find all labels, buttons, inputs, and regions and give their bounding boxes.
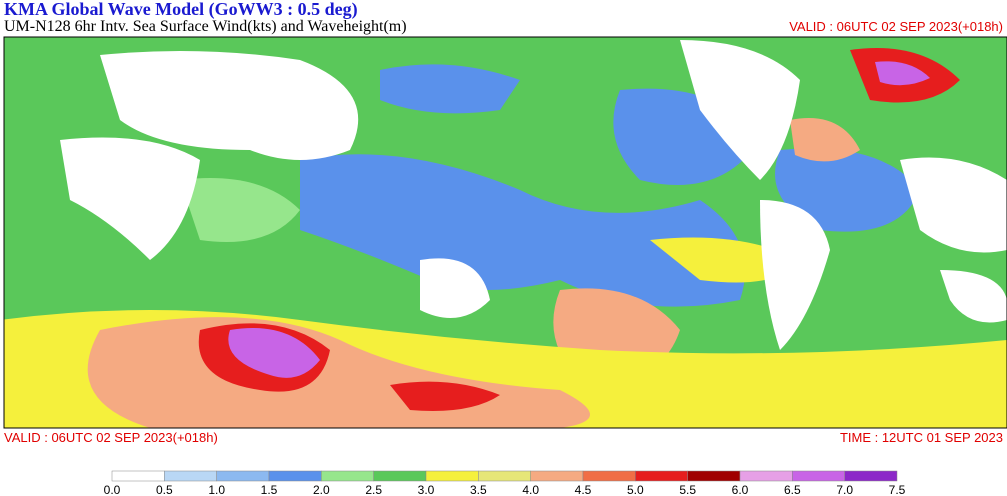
colorbar-label: 2.0	[313, 483, 330, 496]
colorbar-label: 1.0	[208, 483, 225, 496]
colorbar-label: 7.0	[836, 483, 853, 496]
colorbar-box	[373, 470, 427, 482]
colorbar-box	[425, 470, 479, 482]
colorbar-label: 4.0	[522, 483, 539, 496]
colorbar-label: 2.5	[365, 483, 382, 496]
time: TIME : 12UTC 01 SEP 2023	[840, 430, 1003, 445]
colorbar-box	[739, 470, 793, 482]
valid-top: VALID : 06UTC 02 SEP 2023(+018h)	[789, 19, 1003, 34]
colorbar-label: 3.0	[418, 483, 435, 496]
colorbar-box	[530, 470, 584, 482]
colorbar-box	[792, 470, 845, 482]
colorbar-box	[164, 470, 217, 482]
colorbar-label: 0.5	[156, 483, 173, 496]
colorbar-box	[635, 470, 688, 482]
colorbar-label: 7.5	[889, 483, 906, 496]
valid-bottom: VALID : 06UTC 02 SEP 2023(+018h)	[4, 430, 218, 445]
colorbar: 0.0 0.5 1.0 1.5 2.0 2.5 3.0 3.5 4.0 4.5 5.0 5.5 6.0 6…	[104, 470, 906, 496]
colorbar-label: 0.0	[104, 483, 121, 496]
colorbar-box	[321, 470, 374, 482]
colorbar-label: 3.5	[470, 483, 487, 496]
colorbar-label: 6.5	[784, 483, 801, 496]
colorbar-box	[478, 470, 531, 482]
colorbar-label: 6.0	[732, 483, 749, 496]
colorbar-label: 4.5	[575, 483, 592, 496]
colorbar-box	[844, 470, 898, 482]
colorbar-box	[687, 470, 741, 482]
title: KMA Global Wave Model (GoWW3 : 0.5 deg)	[4, 0, 358, 20]
colorbar-label: 5.5	[679, 483, 696, 496]
colorbar-box	[268, 470, 322, 482]
map-area	[3, 36, 1007, 429]
colorbar-box	[111, 470, 165, 482]
colorbar-label: 1.5	[261, 483, 278, 496]
subtitle: UM-N128 6hr Intv. Sea Surface Wind(kts) …	[4, 18, 407, 35]
colorbar-label: 5.0	[627, 483, 644, 496]
colorbar-box	[582, 470, 636, 482]
colorbar-box	[216, 470, 270, 482]
